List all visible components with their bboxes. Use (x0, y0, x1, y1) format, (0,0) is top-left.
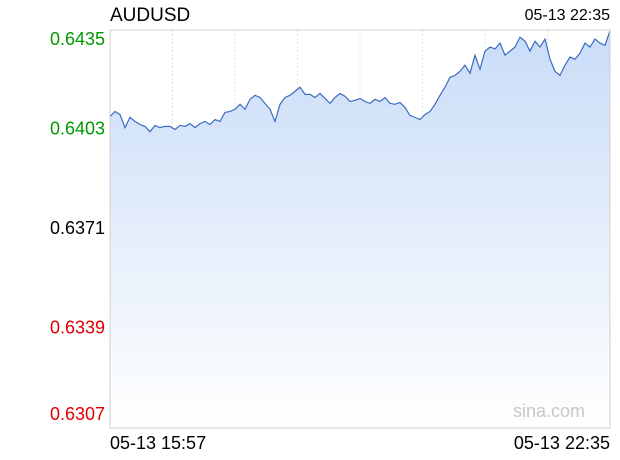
chart-title: AUDUSD (110, 5, 190, 26)
y-tick-label: 0.6307 (50, 404, 105, 424)
current-time: 05-13 22:35 (525, 7, 611, 24)
plot-frame (109, 29, 611, 429)
price-line (109, 30, 611, 133)
x-tick-label: 05-13 22:35 (514, 433, 610, 453)
area (110, 30, 610, 429)
watermark: sina.com (513, 401, 585, 421)
y-tick-label: 0.6403 (50, 118, 105, 138)
y-tick-label: 0.6435 (50, 29, 105, 49)
y-tick-label: 0.6371 (50, 218, 105, 238)
y-tick-label: 0.6339 (50, 317, 105, 337)
x-tick-label: 05-13 15:57 (110, 433, 206, 453)
